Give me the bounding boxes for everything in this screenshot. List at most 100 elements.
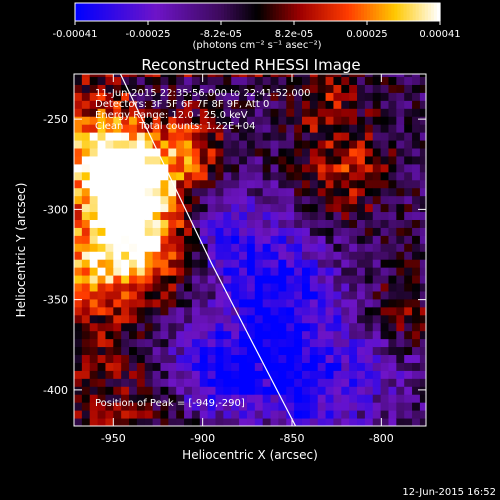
heatmap-cell	[294, 179, 303, 189]
heatmap-cell	[349, 362, 358, 371]
heatmap-cell	[404, 132, 413, 141]
heatmap-cell	[301, 330, 311, 340]
heatmap-cell	[97, 259, 106, 268]
heatmap-cell	[168, 187, 177, 197]
heatmap-cell	[136, 100, 146, 109]
heatmap-cell	[136, 84, 146, 93]
heatmap-cell	[113, 386, 122, 395]
heatmap-cell	[129, 410, 138, 419]
heatmap-cell	[396, 251, 405, 260]
heatmap-cell	[419, 283, 426, 292]
heatmap-cell	[136, 219, 146, 228]
heatmap-cell	[199, 108, 209, 117]
heatmap-cell	[160, 74, 169, 78]
heatmap-cell	[325, 378, 334, 387]
heatmap-cell	[231, 322, 240, 332]
heatmap-cell	[136, 290, 146, 300]
heatmap-cell	[270, 362, 279, 371]
heatmap-cell	[89, 394, 99, 403]
heatmap-cell	[262, 290, 272, 300]
heatmap-cell	[286, 132, 295, 141]
heatmap-cell	[278, 203, 287, 213]
heatmap-cell	[325, 92, 334, 101]
heatmap-cell	[357, 203, 366, 213]
heatmap-cell	[184, 402, 193, 411]
colorbar-cell	[266, 3, 271, 21]
heatmap-cell	[207, 100, 217, 109]
heatmap-cell	[223, 314, 232, 324]
heatmap-cell	[380, 148, 389, 157]
heatmap-cell	[372, 92, 382, 101]
heatmap-cell	[184, 283, 193, 292]
heatmap-cell	[341, 116, 350, 125]
heatmap-cell	[301, 370, 311, 379]
heatmap-cell	[270, 116, 279, 125]
heatmap-cell	[309, 203, 319, 213]
heatmap-cell	[136, 259, 146, 268]
heatmap-cell	[199, 394, 209, 403]
heatmap-cell	[168, 386, 177, 395]
heatmap-cell	[333, 267, 342, 276]
colorbar-tick-label: -0.00041	[53, 29, 98, 40]
heatmap-cell	[286, 370, 295, 379]
heatmap-cell	[207, 132, 217, 141]
colorbar-cell	[239, 3, 243, 21]
heatmap-cell	[301, 418, 311, 426]
heatmap-cell	[207, 187, 217, 197]
heatmap-cell	[404, 290, 413, 300]
heatmap-cell	[199, 418, 209, 426]
heatmap-cell	[176, 132, 185, 141]
heatmap-cell	[380, 132, 389, 141]
heatmap-cell	[74, 76, 83, 85]
heatmap-cell	[396, 92, 405, 101]
heatmap-cell	[254, 267, 264, 276]
heatmap-cell	[412, 124, 421, 133]
heatmap-cell	[74, 116, 83, 125]
heatmap-cell	[349, 314, 358, 324]
heatmap-cell	[301, 283, 311, 292]
heatmap-cell	[168, 259, 177, 268]
heatmap-cell	[333, 378, 342, 387]
heatmap-cell	[136, 195, 146, 205]
heatmap-cell	[105, 283, 114, 292]
heatmap-cell	[396, 306, 405, 316]
heatmap-cell	[388, 259, 397, 268]
x-tick-label: -850	[280, 432, 305, 445]
heatmap-cell	[396, 219, 405, 228]
heatmap-cell	[168, 140, 177, 149]
heatmap-cell	[231, 195, 240, 205]
heatmap-cell	[129, 155, 138, 165]
heatmap-cell	[231, 410, 240, 419]
heatmap-cell	[89, 100, 99, 109]
heatmap-cell	[309, 386, 319, 395]
heatmap-cell	[325, 346, 334, 356]
heatmap-cell	[286, 124, 295, 133]
heatmap-cell	[349, 171, 358, 181]
heatmap-cell	[129, 74, 138, 78]
colorbar-cell	[254, 3, 259, 21]
heatmap-cell	[404, 116, 413, 125]
heatmap-cell	[364, 132, 374, 141]
heatmap-cell	[152, 195, 161, 205]
heatmap-cell	[223, 354, 232, 363]
heatmap-cell	[144, 259, 154, 268]
heatmap-cell	[404, 92, 413, 101]
heatmap-cell	[89, 155, 99, 165]
heatmap-cell	[207, 283, 217, 292]
heatmap-cell	[262, 251, 272, 260]
heatmap-cell	[97, 243, 106, 252]
heatmap-cell	[388, 84, 397, 93]
heatmap-cell	[341, 179, 350, 189]
heatmap-cell	[349, 243, 358, 252]
heatmap-cell	[152, 386, 161, 395]
heatmap-cell	[341, 290, 350, 300]
heatmap-cell	[113, 418, 122, 426]
heatmap-cell	[317, 370, 327, 379]
heatmap-cell	[333, 322, 342, 332]
heatmap-cell	[301, 251, 311, 260]
heatmap-cell	[388, 410, 397, 419]
heatmap-cell	[168, 330, 177, 340]
heatmap-cell	[199, 187, 209, 197]
heatmap-cell	[333, 410, 342, 419]
heatmap-cell	[152, 322, 161, 332]
